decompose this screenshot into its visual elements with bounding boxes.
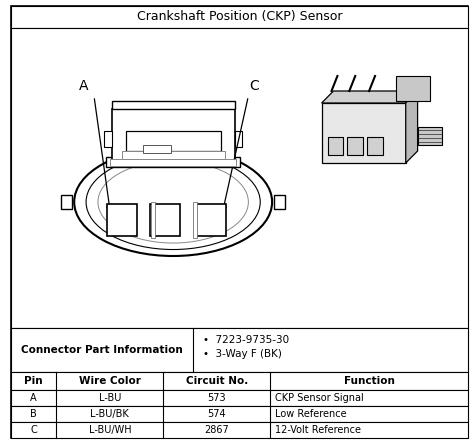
FancyBboxPatch shape	[112, 101, 235, 109]
Polygon shape	[406, 91, 418, 163]
FancyBboxPatch shape	[193, 202, 197, 238]
FancyBboxPatch shape	[11, 6, 468, 28]
Text: 2867: 2867	[204, 425, 229, 435]
FancyBboxPatch shape	[126, 131, 221, 151]
Text: 573: 573	[208, 393, 226, 403]
Ellipse shape	[86, 155, 260, 250]
Text: •  3-Way F (BK): • 3-Way F (BK)	[203, 349, 282, 359]
Text: Wire Color: Wire Color	[79, 376, 141, 386]
FancyBboxPatch shape	[151, 202, 155, 238]
FancyBboxPatch shape	[150, 204, 180, 236]
FancyBboxPatch shape	[235, 131, 242, 147]
Text: L-BU: L-BU	[99, 393, 121, 403]
FancyBboxPatch shape	[106, 158, 240, 167]
Text: Crankshaft Position (CKP) Sensor: Crankshaft Position (CKP) Sensor	[137, 11, 342, 24]
FancyBboxPatch shape	[328, 137, 343, 155]
FancyBboxPatch shape	[110, 159, 237, 166]
Text: CKP Sensor Signal: CKP Sensor Signal	[275, 393, 364, 403]
FancyBboxPatch shape	[396, 76, 430, 101]
FancyBboxPatch shape	[112, 109, 235, 161]
FancyBboxPatch shape	[274, 195, 285, 209]
FancyBboxPatch shape	[11, 422, 468, 438]
Text: Connector Part Information: Connector Part Information	[21, 345, 183, 355]
Text: Circuit No.: Circuit No.	[186, 376, 248, 386]
FancyBboxPatch shape	[11, 406, 468, 422]
FancyBboxPatch shape	[367, 137, 383, 155]
Text: •  7223-9735-30: • 7223-9735-30	[203, 335, 289, 345]
FancyBboxPatch shape	[11, 328, 468, 372]
Polygon shape	[321, 103, 406, 163]
FancyBboxPatch shape	[122, 151, 225, 159]
FancyBboxPatch shape	[107, 204, 137, 236]
FancyBboxPatch shape	[11, 390, 468, 406]
Text: Function: Function	[344, 376, 394, 386]
FancyBboxPatch shape	[11, 372, 468, 390]
Text: Low Reference: Low Reference	[275, 409, 346, 419]
Text: C: C	[249, 79, 259, 93]
Text: L-BU/BK: L-BU/BK	[91, 409, 129, 419]
FancyBboxPatch shape	[61, 195, 72, 209]
Text: C: C	[30, 425, 37, 435]
Text: B: B	[30, 409, 37, 419]
Text: L-BU/WH: L-BU/WH	[89, 425, 131, 435]
Text: 574: 574	[208, 409, 226, 419]
Polygon shape	[321, 91, 418, 103]
Ellipse shape	[98, 161, 248, 243]
FancyBboxPatch shape	[11, 6, 468, 438]
FancyBboxPatch shape	[144, 145, 171, 153]
FancyBboxPatch shape	[196, 204, 226, 236]
Text: Pin: Pin	[24, 376, 43, 386]
FancyBboxPatch shape	[104, 131, 112, 147]
Text: 12-Volt Reference: 12-Volt Reference	[275, 425, 361, 435]
FancyBboxPatch shape	[11, 28, 468, 328]
Text: A: A	[79, 79, 89, 93]
Ellipse shape	[74, 148, 272, 256]
FancyBboxPatch shape	[418, 127, 442, 145]
FancyBboxPatch shape	[347, 137, 363, 155]
Text: A: A	[30, 393, 37, 403]
